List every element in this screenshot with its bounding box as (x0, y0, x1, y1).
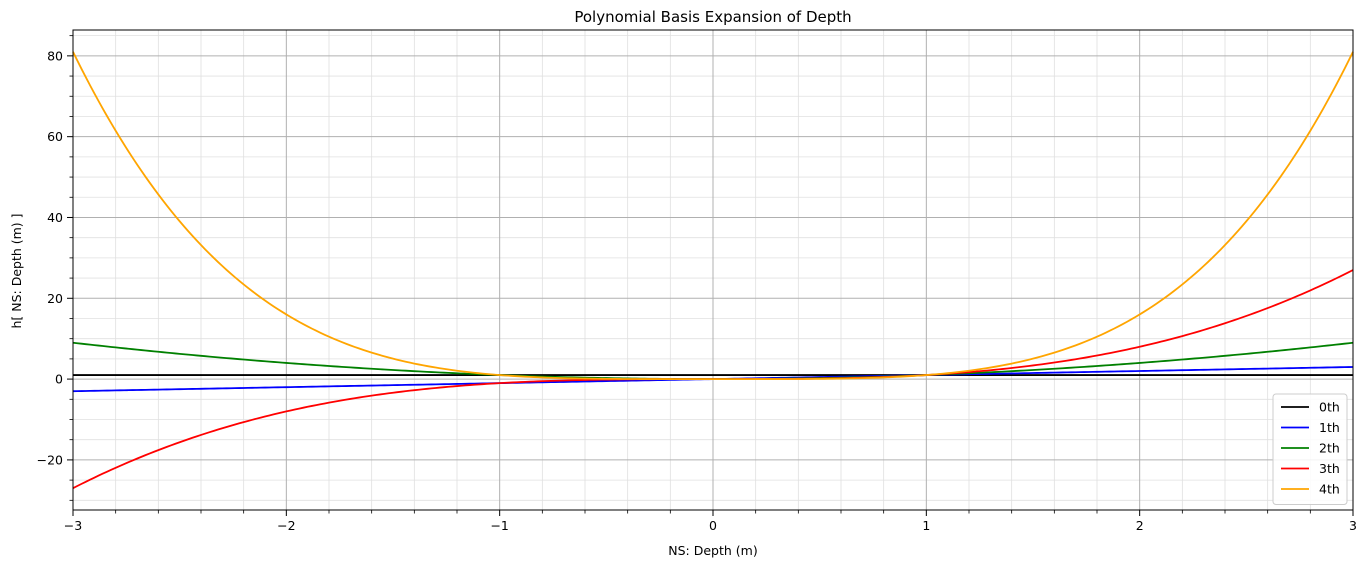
x-tick-label: 3 (1349, 518, 1357, 533)
y-tick-label: −20 (37, 452, 63, 467)
legend-label-4th: 4th (1319, 482, 1340, 497)
x-axis-label: NS: Depth (m) (668, 543, 757, 558)
x-tick-label: 2 (1136, 518, 1144, 533)
y-tick-label: 60 (47, 129, 63, 144)
chart-title: Polynomial Basis Expansion of Depth (574, 8, 851, 26)
y-tick-label: 80 (47, 48, 63, 63)
legend-label-1th: 1th (1319, 420, 1340, 435)
major-grid (72, 30, 1354, 510)
legend-label-0th: 0th (1319, 400, 1340, 415)
x-tick-label: −1 (490, 518, 508, 533)
axis-tick-labels: −3 −2 −1 0 1 2 3 −20 0 20 40 60 80 (37, 48, 1357, 533)
legend-label-2th: 2th (1319, 441, 1340, 456)
y-axis-label: h[ NS: Depth (m) ] (9, 213, 24, 328)
legend-label-3th: 3th (1319, 461, 1340, 476)
x-tick-label: −3 (64, 518, 82, 533)
y-tick-label: 0 (55, 372, 63, 387)
y-tick-label: 20 (47, 291, 63, 306)
y-tick-label: 40 (47, 210, 63, 225)
series-lines (72, 51, 1354, 489)
axis-ticks (67, 35, 1354, 516)
x-tick-label: −2 (277, 518, 295, 533)
legend: 0th 1th 2th 3th 4th (1272, 393, 1348, 505)
x-tick-label: 0 (709, 518, 717, 533)
x-tick-label: 1 (922, 518, 930, 533)
legend-box (1272, 393, 1348, 505)
series-line-4th (72, 51, 1354, 380)
